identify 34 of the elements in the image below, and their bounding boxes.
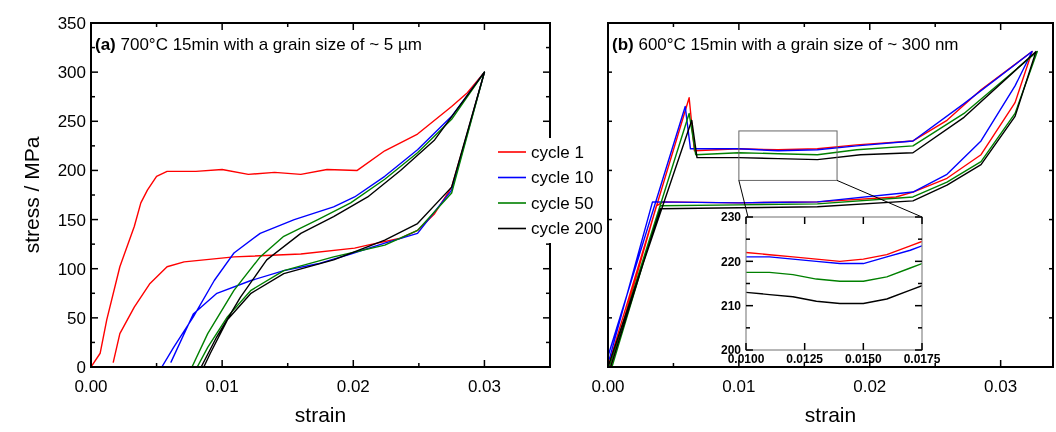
- x-tick-label: 0.0150: [844, 352, 883, 366]
- y-axis-title: stress / MPa: [20, 136, 43, 254]
- line-series: [746, 245, 922, 265]
- line-series: [746, 240, 922, 263]
- y-tick-label: 300: [57, 63, 86, 83]
- x-tick-label: 0.0125: [786, 352, 824, 366]
- x-tick-label: 0.01: [722, 377, 756, 396]
- legend-label: cycle 50: [531, 193, 594, 213]
- x-axis-title: strain: [294, 403, 347, 426]
- y-tick-label: 150: [57, 210, 86, 230]
- y-tick-label: 350: [57, 13, 86, 33]
- y-tick-label: 100: [57, 259, 86, 279]
- x-axis-title: strain: [804, 403, 857, 426]
- x-tick-label: 0.02: [853, 377, 887, 396]
- legend-label: cycle 1: [531, 142, 584, 162]
- x-tick-label: 0.00: [591, 377, 625, 396]
- line-series: [746, 262, 922, 282]
- x-tick-label: 0.01: [205, 377, 239, 396]
- x-tick-label: 0.03: [984, 377, 1018, 396]
- x-tick-label: 0.02: [336, 377, 370, 396]
- y-tick-label: 220: [720, 254, 742, 269]
- text: (a) 700°C 15min with a grain size of ~ 5 µm: [95, 35, 422, 54]
- x-tick-label: 0.0175: [903, 352, 941, 366]
- legend-label: cycle 10: [531, 168, 594, 188]
- x-tick-label: 0.03: [467, 377, 501, 396]
- y-tick-label: 50: [67, 308, 86, 328]
- y-tick-label: 210: [720, 298, 742, 313]
- y-tick-label: 230: [720, 210, 742, 225]
- legend-label: cycle 200: [531, 219, 603, 239]
- y-tick-label: 250: [57, 112, 86, 132]
- y-tick-label: 200: [57, 161, 86, 181]
- y-tick-label: 0: [76, 357, 86, 377]
- text: (b) 600°C 15min with a grain size of ~ 300 nm: [612, 35, 959, 54]
- x-tick-label: 0.00: [74, 377, 108, 396]
